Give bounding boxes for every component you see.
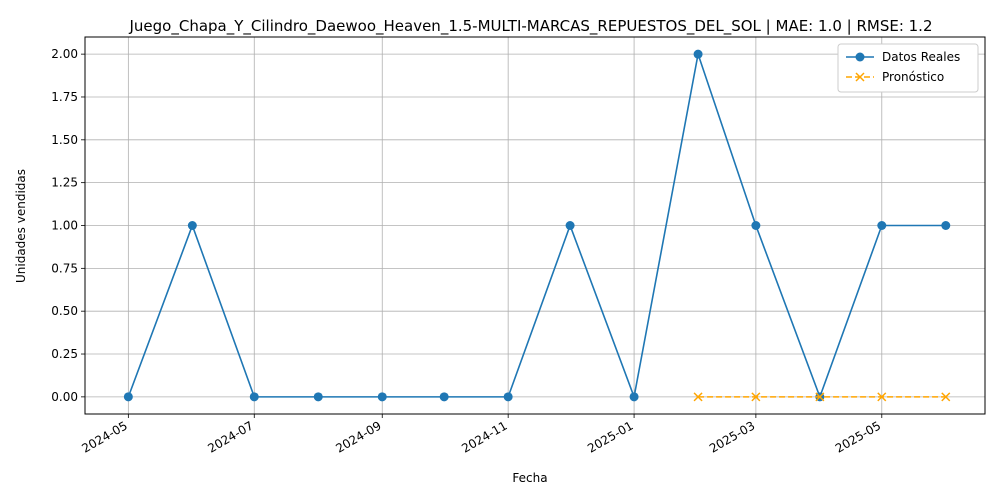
- marker-stroke: [693, 392, 703, 402]
- data-point: [941, 392, 951, 402]
- legend-label: Datos Reales: [882, 50, 960, 64]
- x-axis-label: Fecha: [512, 471, 547, 485]
- data-point: [877, 392, 887, 402]
- marker-stroke: [941, 392, 951, 402]
- legend: Datos Reales Pronóstico: [837, 43, 979, 93]
- data-point: [629, 392, 639, 402]
- data-point: [751, 392, 761, 402]
- y-tick-label: 0.50: [51, 304, 78, 318]
- data-point: [187, 221, 197, 230]
- legend-label: Pronóstico: [882, 70, 944, 84]
- x-tick-label: 2025-05: [833, 418, 883, 455]
- data-point: [693, 49, 703, 59]
- x-tick-label: 2024-11: [459, 418, 509, 455]
- data-point: [815, 392, 825, 402]
- y-tick-label: 0.75: [51, 261, 78, 275]
- marker-stroke: [751, 392, 761, 402]
- x-tick-label: 2024-09: [333, 418, 383, 455]
- x-tick-label: 2024-05: [79, 418, 129, 455]
- x-tick-label: 2024-07: [205, 418, 255, 455]
- y-tick-label: 1.00: [51, 219, 78, 233]
- data-point: [565, 221, 575, 230]
- data-point: [751, 221, 761, 230]
- x-tick-label: 2025-03: [707, 418, 757, 455]
- legend-box: [837, 43, 979, 93]
- legend-marker: [855, 72, 865, 82]
- data-point: [123, 392, 133, 402]
- grid: [85, 37, 985, 414]
- data-point: [941, 221, 951, 230]
- plot-area: [123, 49, 951, 402]
- y-tick-label: 1.25: [51, 176, 78, 190]
- y-tick-label: 2.00: [51, 47, 78, 61]
- marker-stroke: [877, 392, 887, 402]
- data-point: [693, 392, 703, 402]
- legend-marker: [855, 52, 865, 62]
- x-tick-label: 2025-01: [585, 418, 635, 455]
- data-point: [439, 392, 449, 402]
- chart-title: Juego_Chapa_Y_Cilindro_Daewoo_Heaven_1.5…: [128, 17, 932, 36]
- y-axis-label: Unidades vendidas: [14, 169, 28, 283]
- y-tick-label: 1.50: [51, 133, 78, 147]
- data-point: [313, 392, 323, 402]
- series-line: [127, 50, 946, 400]
- data-point: [877, 221, 887, 230]
- data-point: [377, 392, 387, 402]
- data-point: [503, 392, 513, 402]
- y-tick-label: 0.25: [51, 347, 78, 361]
- data-point: [249, 392, 259, 402]
- y-tick-label: 0.00: [51, 390, 78, 404]
- y-tick-label: 1.75: [51, 90, 78, 104]
- marker-stroke: [815, 392, 825, 402]
